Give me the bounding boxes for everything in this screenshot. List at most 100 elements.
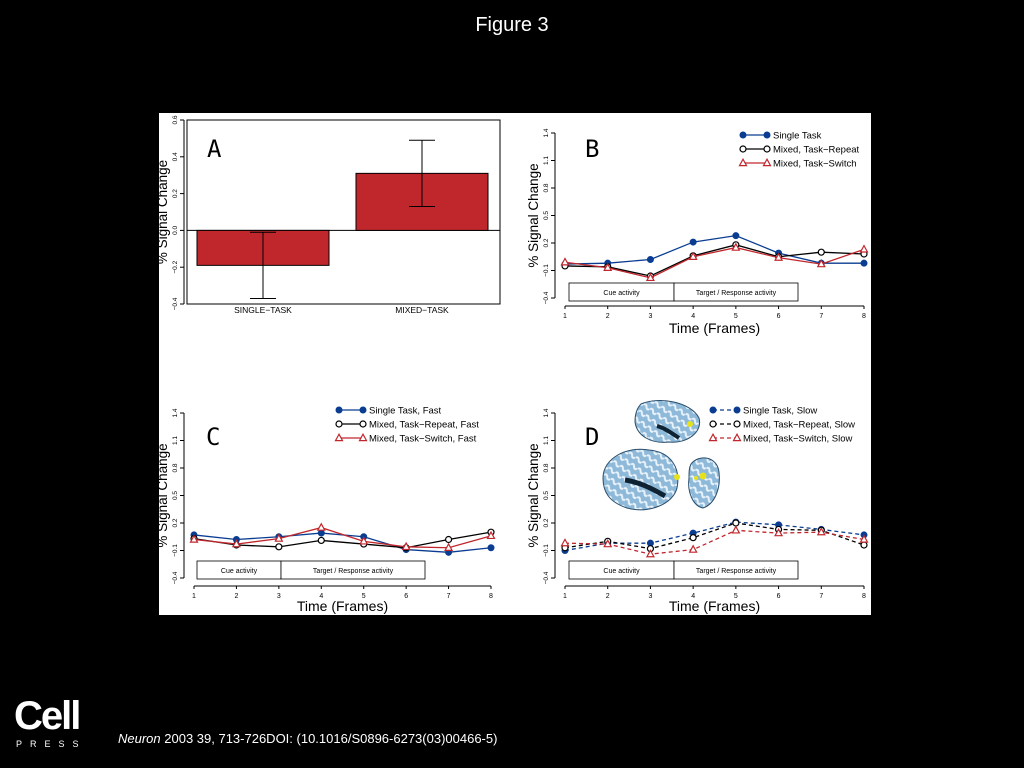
data-point: [860, 259, 868, 267]
brain-lateral-view: [602, 448, 680, 511]
y-tick-label: 0.5: [172, 491, 179, 500]
data-point: [334, 432, 344, 442]
panel-letter: B: [585, 135, 599, 163]
data-point: [733, 420, 741, 428]
y-tick-label: 0.8: [543, 463, 550, 472]
y-tick-label: 0.2: [543, 238, 550, 247]
y-tick-label: 0.5: [543, 491, 550, 500]
series-line: [193, 531, 492, 549]
y-tick-label: 0.0: [172, 226, 179, 235]
data-point: [317, 536, 325, 545]
series-line: [564, 244, 865, 277]
data-point: [732, 432, 742, 442]
y-tick-label: −0.4: [172, 297, 179, 310]
data-point: [733, 406, 741, 414]
brain-image: [602, 400, 720, 511]
panel-b-chart: −0.4 −0.1 0.2 0.5 0.8 1.1 1.4 % Signal Change B 1…: [526, 128, 869, 336]
x-tick-label: 4: [691, 313, 695, 320]
x-tick-label: 1: [563, 593, 567, 600]
series-line: [564, 522, 865, 550]
citation-journal: Neuron: [118, 731, 161, 746]
data-point: [739, 131, 747, 139]
data-point: [335, 406, 343, 414]
legend-label: Mixed, Task−Switch: [773, 159, 857, 170]
y-tick-label: 0.8: [543, 183, 550, 192]
brain-top-view: [634, 400, 701, 443]
data-point: [335, 420, 343, 428]
y-axis-label: % Signal Change: [526, 163, 541, 267]
y-tick-label: 0.5: [543, 211, 550, 220]
citation-details: 2003 39, 713-726DOI: (10.1016/S0896-6273…: [160, 731, 498, 746]
citation: Neuron 2003 39, 713-726DOI: (10.1016/S08…: [118, 731, 497, 746]
x-tick-label: 7: [819, 593, 823, 600]
series-line: [564, 234, 864, 265]
x-tick-label: 2: [606, 593, 610, 600]
panel-letter: C: [206, 423, 220, 451]
series-line: [564, 529, 865, 555]
data-point: [317, 529, 325, 537]
y-tick-label: 0.8: [172, 463, 179, 472]
x-tick-label: 3: [648, 313, 652, 320]
data-point: [731, 242, 741, 251]
data-point: [487, 544, 495, 552]
x-category-label: SINGLE−TASK: [234, 305, 292, 315]
legend-label: Mixed, Task−Repeat: [773, 145, 860, 156]
x-tick-label: 4: [319, 593, 323, 600]
data-point: [859, 244, 869, 253]
data-point: [731, 525, 741, 534]
logo-press-text: PRESS: [16, 739, 87, 749]
phase-box: [673, 560, 799, 580]
phase-box-label: Target / Response activity: [313, 568, 394, 575]
y-tick-label: 0.4: [172, 152, 179, 161]
figure-panel: −0.4 −0.2 0.0 0.2 0.4 0.6 % Signal Change A SING…: [159, 113, 871, 615]
y-axis-label: % Signal Change: [159, 160, 170, 264]
data-point: [709, 420, 717, 428]
brain-medial-view: [688, 457, 720, 509]
y-tick-label: 0.6: [172, 115, 179, 124]
data-point: [732, 519, 740, 527]
legend-label: Mixed, Task−Switch, Fast: [369, 434, 477, 445]
data-point: [645, 549, 655, 558]
y-tick-label: −0.1: [543, 264, 550, 277]
data-point: [401, 541, 411, 551]
data-point: [732, 232, 740, 240]
data-point: [359, 536, 369, 545]
x-tick-label: 6: [777, 593, 781, 600]
data-point: [763, 145, 771, 153]
series-line: [193, 526, 492, 549]
legend-label: Mixed, Task−Repeat, Fast: [369, 420, 479, 431]
data-point: [688, 251, 698, 260]
data-point: [560, 538, 570, 547]
phase-box-label: Target / Response activity: [696, 290, 777, 297]
y-tick-label: 1.4: [543, 408, 550, 417]
panel-c-chart: −0.4 −0.1 0.2 0.5 0.8 1.1 1.4 % Signal Change C 1…: [159, 406, 496, 614]
data-point: [646, 256, 654, 263]
data-point: [359, 420, 367, 428]
x-axis-label: Time (Frames): [669, 320, 760, 336]
data-point: [603, 262, 613, 271]
y-tick-label: 1.1: [543, 156, 550, 165]
x-tick-label: 2: [234, 593, 238, 600]
y-tick-label: 1.1: [172, 436, 179, 445]
y-tick-label: 0.2: [543, 518, 550, 527]
x-axis-label: Time (Frames): [297, 598, 388, 614]
x-tick-label: 1: [563, 313, 567, 320]
phase-box-label: Cue activity: [603, 290, 640, 297]
legend-label: Single Task, Slow: [743, 406, 817, 417]
phase-box-label: Cue activity: [221, 568, 258, 575]
x-tick-label: 8: [489, 593, 493, 600]
cell-press-logo: Cell PRESS: [14, 694, 87, 752]
panel-letter: A: [207, 135, 222, 163]
legend-label: Single Task, Fast: [369, 406, 442, 417]
data-point: [444, 535, 453, 544]
phase-box: [673, 282, 799, 302]
x-tick-label: 8: [862, 593, 866, 600]
x-tick-label: 1: [192, 593, 196, 600]
x-tick-label: 3: [648, 593, 652, 600]
figure-chart-svg: −0.4 −0.2 0.0 0.2 0.4 0.6 % Signal Change A SING…: [159, 115, 869, 614]
data-point: [689, 238, 697, 246]
data-point: [774, 252, 784, 261]
phase-box-label: Cue activity: [603, 568, 640, 575]
y-tick-label: 1.1: [543, 436, 550, 445]
legend-label: Single Task: [773, 131, 822, 142]
